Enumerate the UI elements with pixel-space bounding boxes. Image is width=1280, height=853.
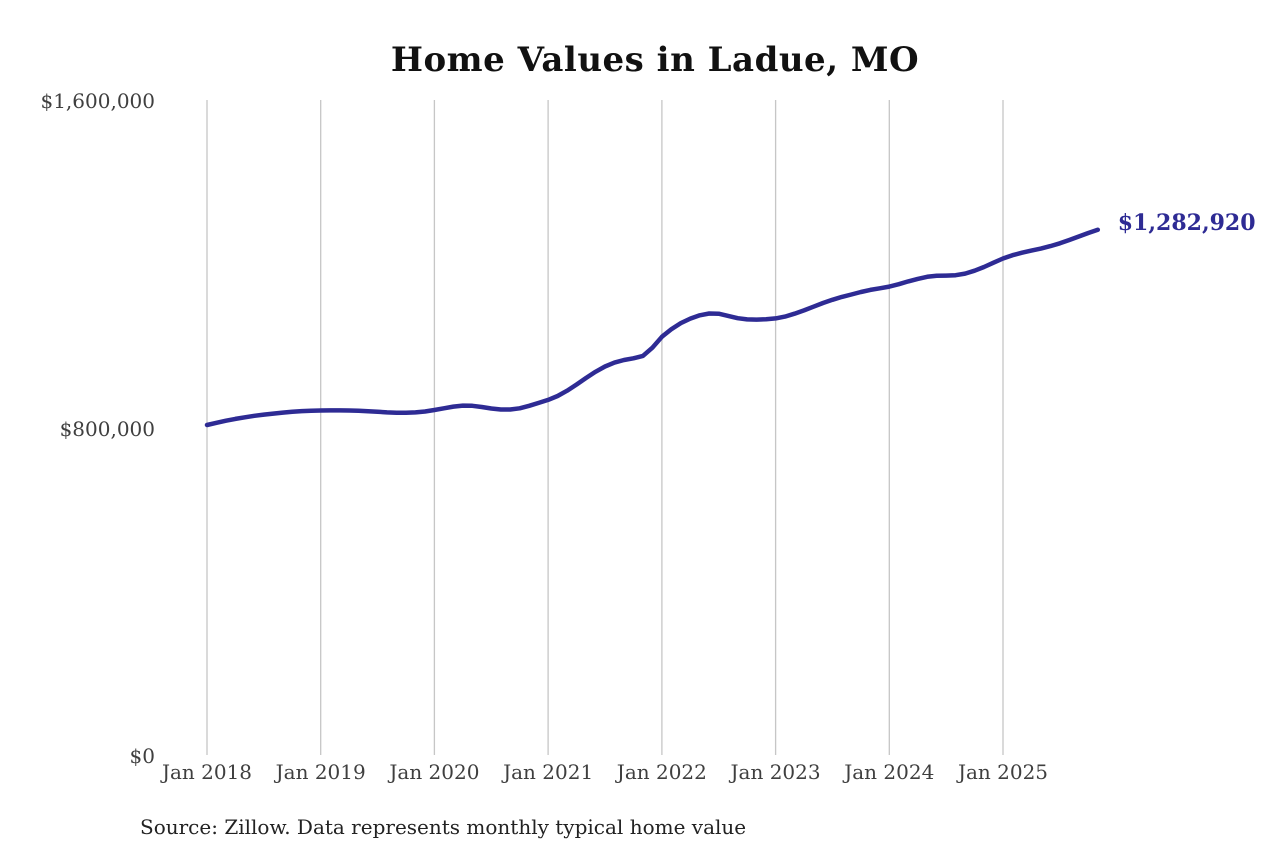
- y-tick-label: $0: [129, 744, 155, 768]
- x-tick-label: Jan 2025: [957, 760, 1049, 784]
- vertical-gridlines: [206, 100, 1004, 755]
- x-tick-label: Jan 2018: [161, 760, 253, 784]
- home-value-line: [204, 227, 1101, 428]
- x-tick-label: Jan 2024: [844, 760, 935, 784]
- chart-title: Home Values in Ladue, MO: [390, 40, 920, 80]
- x-tick-label: Jan 2020: [389, 760, 480, 784]
- y-tick-label: $1,600,000: [40, 89, 155, 113]
- x-tick-label: Jan 2019: [275, 760, 366, 784]
- x-tick-label: Jan 2021: [503, 760, 594, 784]
- current-value-label: $1,282,920: [1117, 209, 1256, 236]
- x-tick-label: Jan 2022: [616, 760, 707, 784]
- x-tick-label: Jan 2023: [730, 760, 821, 784]
- y-tick-label: $800,000: [59, 416, 155, 441]
- source-note: Source: Zillow. Data represents monthly …: [140, 815, 747, 839]
